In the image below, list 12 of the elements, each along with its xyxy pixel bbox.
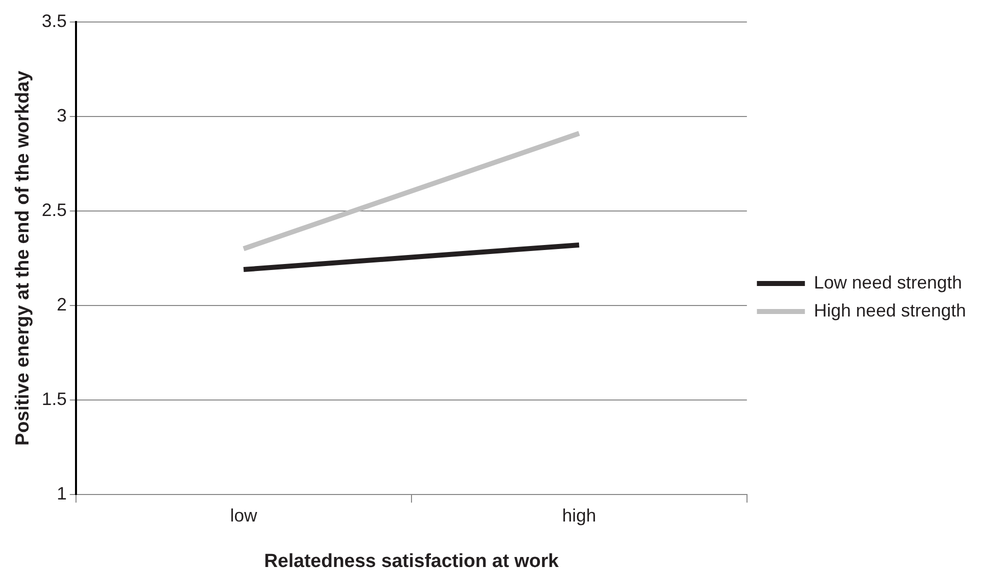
y-axis-title: Positive energy at the end of the workday <box>12 70 34 446</box>
x-tick-label: high <box>562 505 596 526</box>
x-axis-title: Relatedness satisfaction at work <box>264 550 560 572</box>
legend-label: High need strength <box>814 300 966 320</box>
y-tick-label: 3.5 <box>42 10 67 31</box>
y-tick-label: 1.5 <box>42 389 67 410</box>
y-tick-label: 1 <box>56 484 67 504</box>
y-tick-label: 2.5 <box>42 200 67 220</box>
legend-label: Low need strength <box>814 272 962 292</box>
y-tick-label: 3 <box>56 105 67 126</box>
x-tick-label: low <box>230 505 258 526</box>
y-tick-label: 2 <box>56 294 67 314</box>
